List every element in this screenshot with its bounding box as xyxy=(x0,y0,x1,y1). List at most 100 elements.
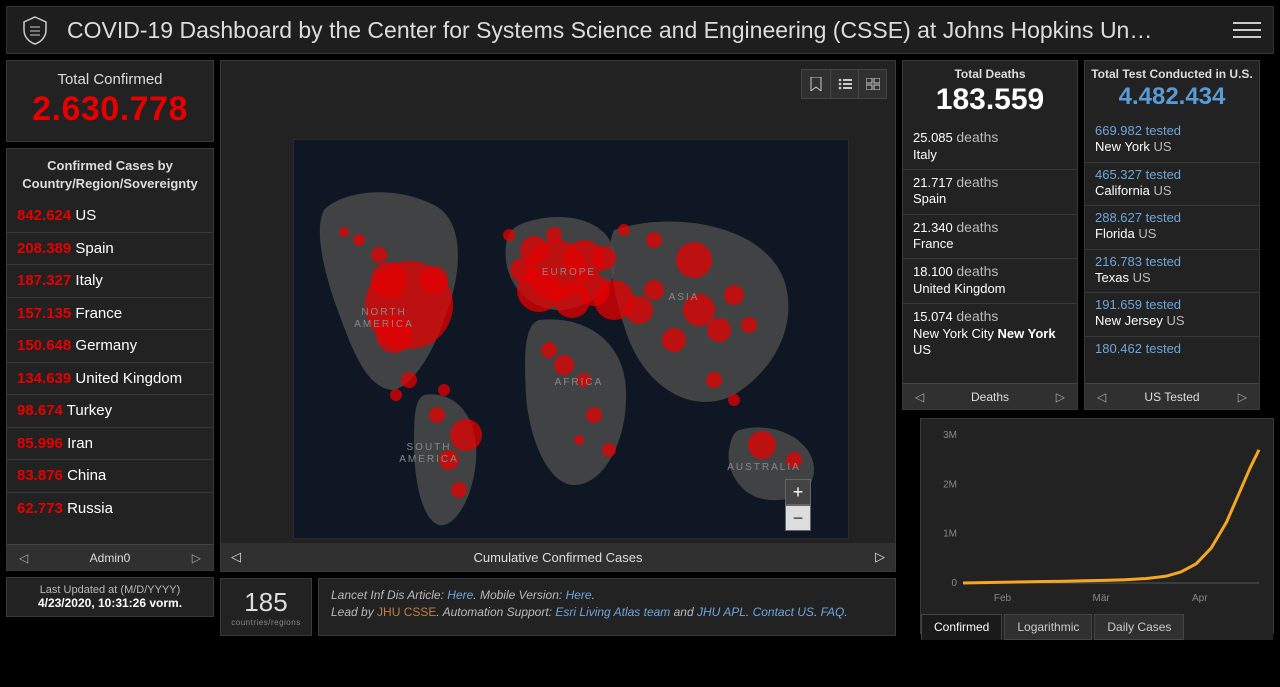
map-footer: ◁ Cumulative Confirmed Cases ▷ xyxy=(221,543,895,571)
map-column: NORTHAMERICASOUTHAMERICAEUROPEAFRICAASIA… xyxy=(220,60,896,636)
tests-value: 4.482.434 xyxy=(1089,83,1255,111)
svg-text:AFRICA: AFRICA xyxy=(555,377,604,388)
svg-text:SOUTH: SOUTH xyxy=(407,442,452,453)
list-item[interactable]: 98.674 Turkey xyxy=(7,394,213,427)
jhu-logo-icon xyxy=(19,14,51,46)
list-item[interactable]: 134.639 United Kingdom xyxy=(7,362,213,395)
countries-count-panel: 185 countries/regions xyxy=(220,578,312,636)
map-toolbar xyxy=(801,69,887,99)
svg-text:NORTH: NORTH xyxy=(361,307,406,318)
contact-link[interactable]: Contact US xyxy=(753,605,814,619)
jhu-csse-link[interactable]: JHU CSSE xyxy=(377,605,436,619)
prev-icon[interactable]: ◁ xyxy=(15,551,32,565)
jhu-apl-link[interactable]: JHU APL xyxy=(697,605,746,619)
list-item[interactable]: 62.773 Russia xyxy=(7,492,213,525)
svg-text:Feb: Feb xyxy=(994,593,1012,604)
world-map[interactable]: NORTHAMERICASOUTHAMERICAEUROPEAFRICAASIA… xyxy=(293,139,849,539)
info-text-panel: Lancet Inf Dis Article: Here. Mobile Ver… xyxy=(318,578,896,636)
list-item[interactable]: 25.085 deathsItaly xyxy=(903,125,1077,169)
tests-prev-icon[interactable]: ◁ xyxy=(1093,390,1110,404)
list-item[interactable]: 180.462 tested xyxy=(1085,336,1259,363)
esri-link[interactable]: Esri Living Atlas team xyxy=(555,605,670,619)
chart-tab-confirmed[interactable]: Confirmed xyxy=(921,614,1002,640)
timestamp-value: 4/23/2020, 10:31:26 vorm. xyxy=(11,596,209,610)
list-item[interactable]: 842.624 US xyxy=(7,200,213,232)
svg-text:Mär: Mär xyxy=(1093,593,1111,604)
grid-icon[interactable] xyxy=(858,70,886,98)
timestamp-panel: Last Updated at (M/D/YYYY) 4/23/2020, 10… xyxy=(6,577,214,617)
svg-text:3M: 3M xyxy=(943,430,957,441)
chart-tabs: ConfirmedLogarithmicDaily Cases xyxy=(921,614,1273,640)
list-item[interactable]: 21.340 deathsFrance xyxy=(903,214,1077,259)
deaths-label: Total Deaths xyxy=(907,67,1073,81)
svg-text:AMERICA: AMERICA xyxy=(354,319,414,330)
list-item[interactable]: 465.327 testedCalifornia US xyxy=(1085,162,1259,206)
svg-text:2M: 2M xyxy=(943,479,957,490)
list-item[interactable]: 288.627 testedFlorida US xyxy=(1085,205,1259,249)
tests-next-icon[interactable]: ▷ xyxy=(1234,390,1251,404)
info-row: 185 countries/regions Lancet Inf Dis Art… xyxy=(220,578,896,636)
list-item[interactable]: 15.074 deathsNew York City New York US xyxy=(903,303,1077,364)
list-item[interactable]: 18.100 deathsUnited Kingdom xyxy=(903,258,1077,303)
svg-text:0: 0 xyxy=(951,578,957,589)
deaths-value: 183.559 xyxy=(907,83,1073,117)
list-item[interactable]: 83.876 China xyxy=(7,459,213,492)
svg-text:AUSTRALIA: AUSTRALIA xyxy=(727,462,801,473)
list-icon[interactable] xyxy=(830,70,858,98)
deaths-prev-icon[interactable]: ◁ xyxy=(911,390,928,404)
map-next-icon[interactable]: ▷ xyxy=(875,549,885,565)
svg-text:1M: 1M xyxy=(943,529,957,540)
list-item[interactable]: 85.996 Iran xyxy=(7,427,213,460)
svg-text:Apr: Apr xyxy=(1192,593,1208,604)
tests-list[interactable]: 669.982 testedNew York US465.327 testedC… xyxy=(1085,119,1259,383)
countries-count-value: 185 xyxy=(244,587,287,618)
header: COVID-19 Dashboard by the Center for Sys… xyxy=(6,6,1274,54)
list-item[interactable]: 216.783 testedTexas US xyxy=(1085,249,1259,293)
list-item[interactable]: 191.659 testedNew Jersey US xyxy=(1085,292,1259,336)
confirmed-nav: ◁ Admin0 ▷ xyxy=(7,544,213,570)
bookmark-icon[interactable] xyxy=(802,70,830,98)
tests-panel: Total Test Conducted in U.S. 4.482.434 6… xyxy=(1084,60,1260,410)
zoom-in-button[interactable]: + xyxy=(785,479,811,505)
deaths-list[interactable]: 25.085 deathsItaly21.717 deathsSpain21.3… xyxy=(903,125,1077,383)
list-item[interactable]: 157.135 France xyxy=(7,297,213,330)
tests-nav: ◁ US Tested ▷ xyxy=(1085,383,1259,409)
chart-tab-logarithmic[interactable]: Logarithmic xyxy=(1004,614,1092,640)
mobile-link[interactable]: Here xyxy=(566,588,592,602)
lancet-label: Lancet Inf Dis xyxy=(331,588,404,602)
left-column: Total Confirmed 2.630.778 Confirmed Case… xyxy=(6,60,214,636)
deaths-nav: ◁ Deaths ▷ xyxy=(903,383,1077,409)
tests-label: Total Test Conducted in U.S. xyxy=(1089,67,1255,81)
svg-text:AMERICA: AMERICA xyxy=(399,454,459,465)
faq-link[interactable]: FAQ xyxy=(821,605,845,619)
total-confirmed-panel: Total Confirmed 2.630.778 xyxy=(6,60,214,142)
next-icon[interactable]: ▷ xyxy=(188,551,205,565)
list-item[interactable]: 208.389 Spain xyxy=(7,232,213,265)
page-title: COVID-19 Dashboard by the Center for Sys… xyxy=(67,17,1233,44)
deaths-next-icon[interactable]: ▷ xyxy=(1052,390,1069,404)
confirmed-list-panel: Confirmed Cases by Country/Region/Sovere… xyxy=(6,148,214,571)
confirmed-nav-label: Admin0 xyxy=(90,551,131,565)
list-item[interactable]: 150.648 Germany xyxy=(7,329,213,362)
map-footer-label: Cumulative Confirmed Cases xyxy=(473,550,642,565)
total-confirmed-value: 2.630.778 xyxy=(11,90,209,129)
zoom-out-button[interactable]: − xyxy=(785,505,811,531)
map-prev-icon[interactable]: ◁ xyxy=(231,549,241,565)
svg-text:EUROPE: EUROPE xyxy=(542,267,596,278)
list-item[interactable]: 669.982 testedNew York US xyxy=(1085,119,1259,162)
zoom-control: + − xyxy=(785,479,811,531)
map-panel: NORTHAMERICASOUTHAMERICAEUROPEAFRICAASIA… xyxy=(220,60,896,572)
timestamp-label: Last Updated at (M/D/YYYY) xyxy=(11,584,209,596)
chart-tab-daily-cases[interactable]: Daily Cases xyxy=(1094,614,1184,640)
article-link[interactable]: Here xyxy=(447,588,473,602)
list-item[interactable]: 21.717 deathsSpain xyxy=(903,169,1077,214)
countries-count-label: countries/regions xyxy=(231,618,300,627)
deaths-nav-label: Deaths xyxy=(971,390,1009,404)
deaths-panel: Total Deaths 183.559 25.085 deathsItaly2… xyxy=(902,60,1078,410)
list-item[interactable]: 187.327 Italy xyxy=(7,264,213,297)
total-confirmed-label: Total Confirmed xyxy=(11,71,209,88)
tests-nav-label: US Tested xyxy=(1144,390,1199,404)
confirmed-list[interactable]: 842.624 US208.389 Spain187.327 Italy157.… xyxy=(7,200,213,544)
hamburger-menu-icon[interactable] xyxy=(1233,16,1261,44)
chart-panel: 01M2M3MFebMärApr ConfirmedLogarithmicDai… xyxy=(920,418,1274,634)
